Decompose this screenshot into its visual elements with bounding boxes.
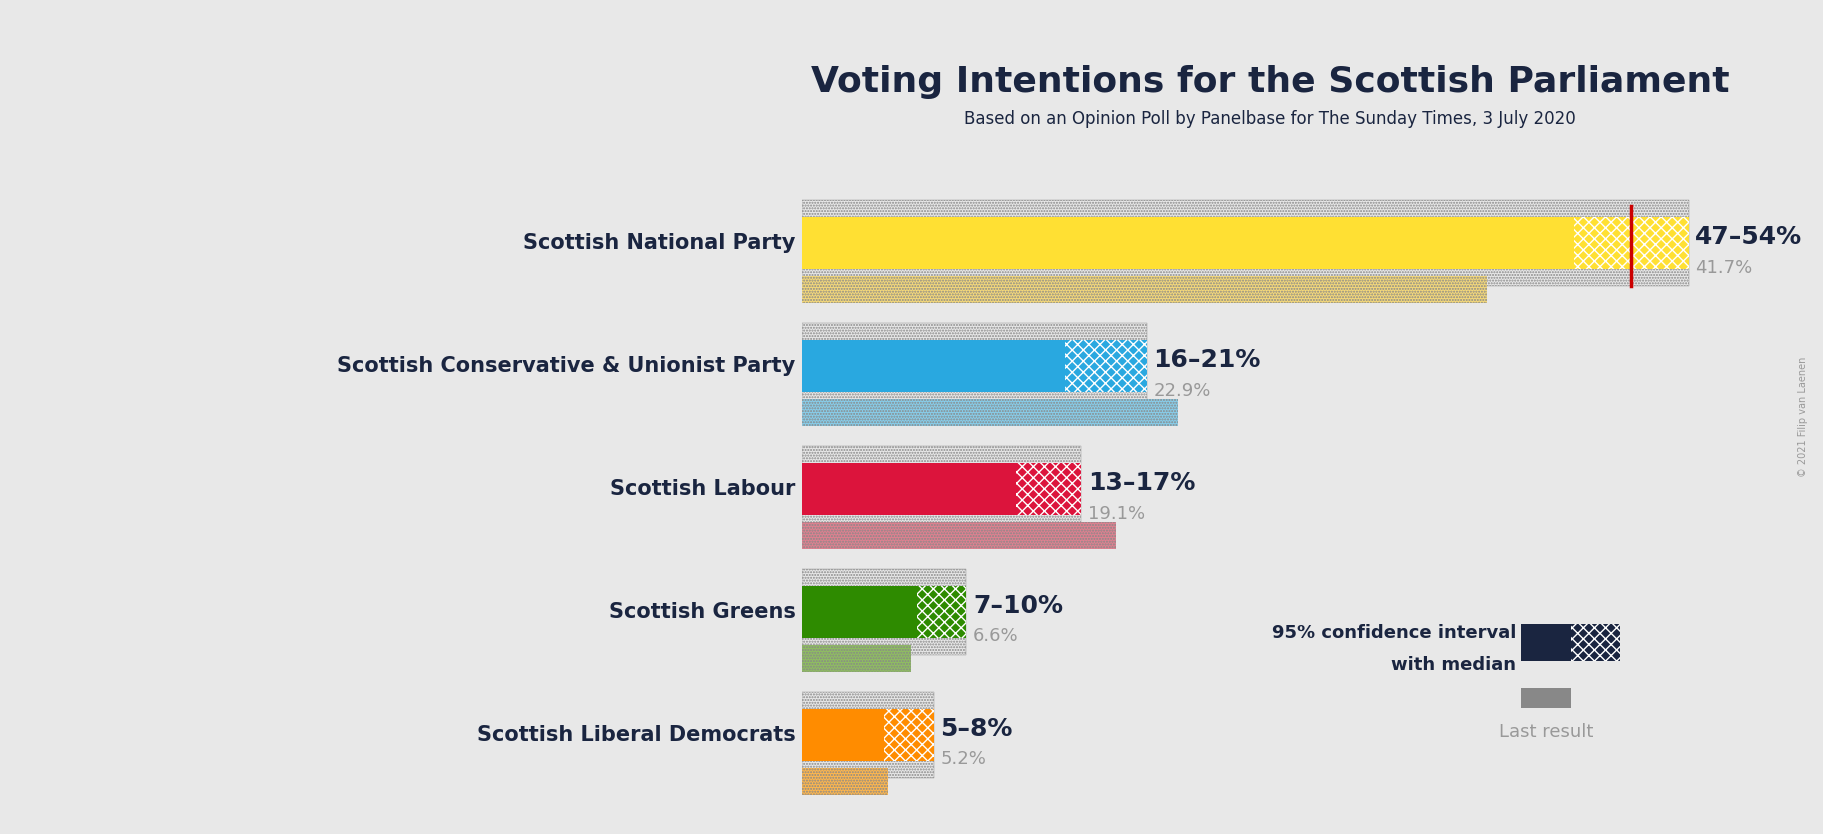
Text: Scottish Liberal Democrats: Scottish Liberal Democrats	[478, 725, 795, 745]
Text: 13–17%: 13–17%	[1088, 470, 1196, 495]
Text: Scottish National Party: Scottish National Party	[523, 234, 795, 254]
Bar	[802, 691, 933, 778]
Text: 5–8%: 5–8%	[941, 716, 1012, 741]
Bar	[802, 645, 910, 672]
Text: 95% confidence interval: 95% confidence interval	[1272, 624, 1517, 641]
Bar	[802, 569, 966, 655]
Bar	[1015, 463, 1081, 515]
Text: 22.9%: 22.9%	[1154, 382, 1210, 399]
Bar	[802, 200, 1688, 286]
Text: Scottish Conservative & Unionist Party: Scottish Conservative & Unionist Party	[337, 356, 795, 376]
Text: Based on an Opinion Poll by Panelbase for The Sunday Times, 3 July 2020: Based on an Opinion Poll by Panelbase fo…	[964, 110, 1575, 128]
Bar	[1573, 218, 1688, 269]
Text: Scottish Greens: Scottish Greens	[609, 602, 795, 622]
Text: 7–10%: 7–10%	[973, 594, 1063, 618]
Bar	[802, 522, 1116, 549]
Bar	[1015, 463, 1081, 515]
Bar	[1571, 624, 1621, 661]
Text: Voting Intentions for the Scottish Parliament: Voting Intentions for the Scottish Parli…	[811, 65, 1730, 99]
Bar	[802, 768, 888, 795]
Bar	[802, 323, 1147, 409]
Text: 41.7%: 41.7%	[1695, 259, 1752, 277]
Bar	[917, 586, 966, 638]
Bar	[1520, 688, 1571, 708]
Bar	[802, 709, 884, 761]
Text: 47–54%: 47–54%	[1695, 225, 1803, 249]
Bar	[802, 586, 917, 638]
Bar	[917, 586, 966, 638]
Text: © 2021 Filip van Laenen: © 2021 Filip van Laenen	[1799, 357, 1808, 477]
Bar	[802, 691, 933, 778]
Bar	[802, 522, 1116, 549]
Text: Last result: Last result	[1499, 723, 1593, 741]
Bar	[802, 645, 910, 672]
Bar	[1573, 218, 1688, 269]
Bar	[1065, 340, 1147, 392]
Bar	[884, 709, 933, 761]
Bar	[802, 399, 1178, 426]
Bar	[1520, 624, 1571, 661]
Bar	[802, 463, 1015, 515]
Bar	[1571, 624, 1621, 661]
Bar	[802, 446, 1081, 532]
Bar	[802, 446, 1081, 532]
Bar	[802, 276, 1488, 304]
Text: 16–21%: 16–21%	[1154, 348, 1262, 372]
Bar	[802, 340, 1065, 392]
Bar	[802, 569, 966, 655]
Bar	[1065, 340, 1147, 392]
Bar	[802, 218, 1573, 269]
Bar	[802, 200, 1688, 286]
Text: 19.1%: 19.1%	[1088, 505, 1145, 523]
Text: 6.6%: 6.6%	[973, 627, 1019, 646]
Text: 5.2%: 5.2%	[941, 751, 986, 768]
Bar	[802, 768, 888, 795]
Bar	[884, 709, 933, 761]
Bar	[802, 399, 1178, 426]
Text: Scottish Labour: Scottish Labour	[611, 479, 795, 499]
Bar	[802, 276, 1488, 304]
Text: with median: with median	[1391, 656, 1517, 674]
Bar	[802, 323, 1147, 409]
